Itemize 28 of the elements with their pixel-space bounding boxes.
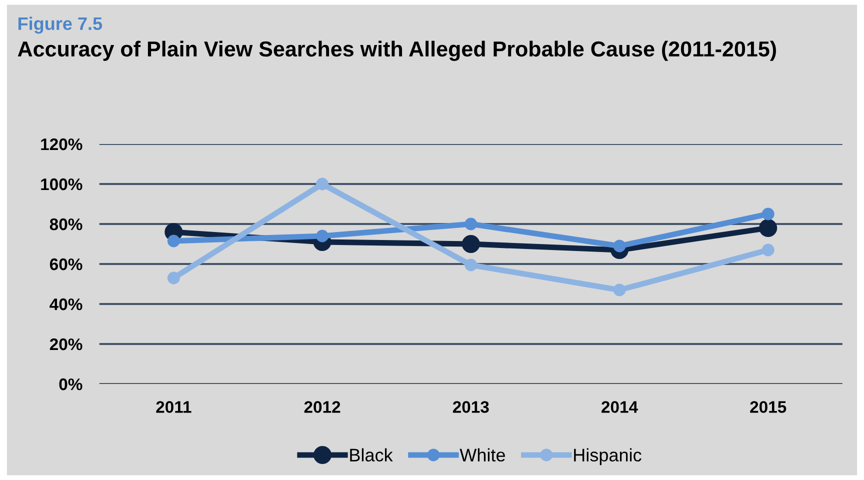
- x-tick-label: 2011: [156, 401, 192, 413]
- y-tick-label: 60%: [50, 258, 82, 270]
- x-tick-label: 2013: [452, 401, 489, 413]
- point: [464, 218, 478, 230]
- x-tick-label: 2015: [750, 401, 786, 413]
- y-tick-label: 20%: [50, 338, 82, 350]
- chart-title: Accuracy of Plain View Searches with Alleged Probable Cause (2011-2015): [18, 40, 776, 61]
- legend-label: Black: [350, 448, 393, 462]
- y-tick-label: 120%: [41, 138, 82, 150]
- y-tick-label: 80%: [50, 218, 82, 230]
- point: [613, 284, 626, 296]
- point: [167, 272, 180, 284]
- point: [167, 234, 180, 248]
- y-tick-label: 0%: [59, 378, 82, 390]
- x-tick-label: 2012: [304, 401, 340, 413]
- chart-subtitle: Figure 7.5: [18, 16, 102, 34]
- point: [759, 218, 778, 238]
- y-tick-label: 40%: [50, 298, 82, 310]
- point: [316, 178, 329, 190]
- y-tick-label: 100%: [41, 178, 82, 190]
- point: [316, 230, 329, 242]
- point: [762, 244, 774, 256]
- point: [462, 234, 480, 254]
- point: [762, 208, 774, 220]
- legend-label: Hispanic: [574, 448, 642, 466]
- legend-label: White: [460, 448, 505, 462]
- x-tick-label: 2014: [602, 401, 638, 413]
- point: [464, 258, 478, 272]
